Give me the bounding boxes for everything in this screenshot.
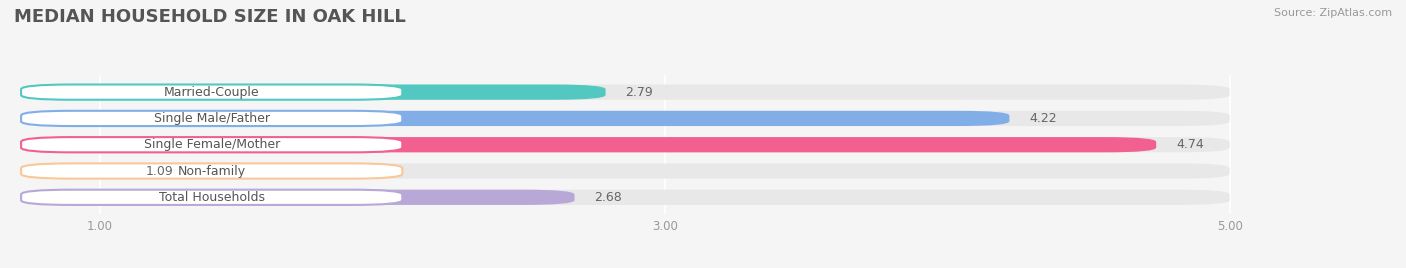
Text: 4.22: 4.22 <box>1029 112 1057 125</box>
FancyBboxPatch shape <box>21 137 402 152</box>
FancyBboxPatch shape <box>21 84 402 100</box>
FancyBboxPatch shape <box>21 190 402 205</box>
Text: Non-family: Non-family <box>177 165 246 177</box>
Text: MEDIAN HOUSEHOLD SIZE IN OAK HILL: MEDIAN HOUSEHOLD SIZE IN OAK HILL <box>14 8 406 26</box>
FancyBboxPatch shape <box>100 163 1230 179</box>
FancyBboxPatch shape <box>100 137 1156 152</box>
FancyBboxPatch shape <box>100 84 1230 100</box>
FancyBboxPatch shape <box>100 190 575 205</box>
Text: Source: ZipAtlas.com: Source: ZipAtlas.com <box>1274 8 1392 18</box>
Text: 1.09: 1.09 <box>145 165 173 177</box>
Text: Total Households: Total Households <box>159 191 264 204</box>
FancyBboxPatch shape <box>100 111 1010 126</box>
Text: Married-Couple: Married-Couple <box>165 86 260 99</box>
FancyBboxPatch shape <box>75 163 150 179</box>
Text: 2.79: 2.79 <box>626 86 654 99</box>
FancyBboxPatch shape <box>100 111 1230 126</box>
FancyBboxPatch shape <box>100 137 1230 152</box>
Text: 4.74: 4.74 <box>1175 138 1204 151</box>
FancyBboxPatch shape <box>21 111 402 126</box>
FancyBboxPatch shape <box>21 163 402 179</box>
Text: Single Female/Mother: Single Female/Mother <box>143 138 280 151</box>
Text: 2.68: 2.68 <box>595 191 621 204</box>
Text: Single Male/Father: Single Male/Father <box>153 112 270 125</box>
FancyBboxPatch shape <box>100 84 606 100</box>
FancyBboxPatch shape <box>100 190 1230 205</box>
